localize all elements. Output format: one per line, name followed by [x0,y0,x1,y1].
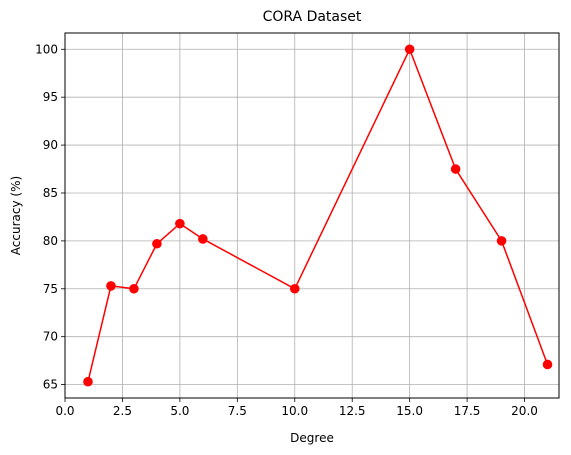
data-point [404,44,415,55]
data-point [496,236,507,246]
x-tick-label: 15.0 [396,404,423,418]
x-axis: 0.0 2.5 5.0 7.5 10.0 12.5 15.0 17.5 20.0 [55,398,538,418]
series-layer [83,44,553,387]
grid [64,33,559,398]
x-tick-label: 20.0 [511,404,538,418]
data-point [152,238,162,249]
data-point [450,164,461,174]
data-point [198,234,208,244]
x-tick-label: 0.0 [55,404,74,418]
y-axis: 65 70 75 80 85 90 95 100 [35,42,65,392]
data-point [129,283,139,294]
x-tick-label: 5.0 [170,404,189,418]
data-point [175,218,185,229]
data-point [542,359,553,370]
y-tick-label: 75 [43,282,58,296]
data-point [289,283,300,294]
chart-title: CORA Dataset [263,9,362,25]
x-tick-label: 17.5 [454,404,481,418]
plot-frame [64,32,560,399]
y-tick-label: 100 [35,42,58,56]
y-tick-label: 80 [43,234,58,248]
data-point [106,281,116,291]
y-tick-label: 70 [43,330,58,344]
x-tick-label: 12.5 [339,404,366,418]
data-point [83,376,93,387]
y-axis-label: Accuracy (%) [9,176,23,255]
y-tick-label: 85 [43,186,58,200]
x-axis-label: Degree [290,431,334,445]
series-line [87,48,549,382]
y-tick-label: 95 [43,90,58,104]
y-tick-label: 90 [43,138,58,152]
x-tick-label: 10.0 [281,404,308,418]
x-tick-label: 2.5 [113,404,132,418]
x-tick-label: 7.5 [228,404,247,418]
y-tick-label: 65 [43,378,58,392]
